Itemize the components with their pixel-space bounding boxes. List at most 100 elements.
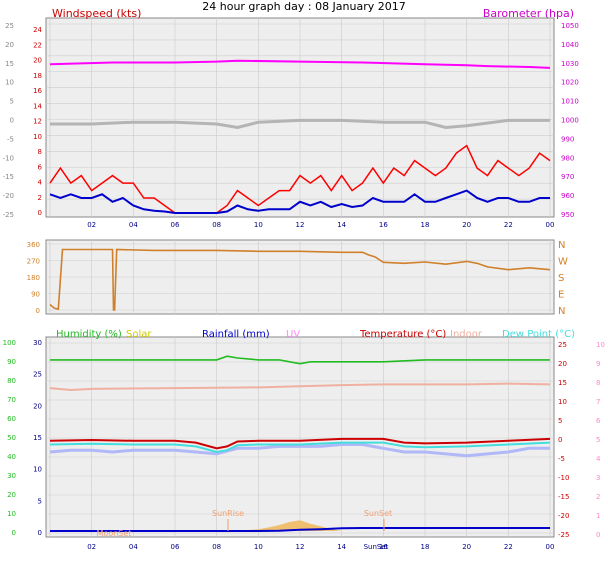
temp-right-tick: -15: [558, 493, 569, 501]
wind-outer-left-tick: 0: [10, 117, 14, 125]
rain-left-tick: 25: [33, 371, 42, 379]
wind-outer-left-tick: 25: [5, 22, 14, 30]
temp-right-tick: 15: [558, 379, 567, 387]
humidity-outer-tick: 50: [7, 434, 16, 442]
temp-right-tick: 0: [558, 436, 562, 444]
uv-right-tick: 1: [596, 512, 600, 520]
temp-x-tick: 00: [546, 543, 555, 551]
temp-legend-item: Solar: [126, 329, 152, 340]
baro-right-tick: 980: [561, 154, 574, 162]
temp-x-tick: 08: [212, 543, 221, 551]
temp-right-tick: -5: [558, 455, 565, 463]
sunrise-label: SunRise: [212, 509, 244, 518]
wind-outer-left-tick: 5: [10, 98, 14, 106]
wind-outer-left-tick: -25: [3, 211, 14, 219]
baro-right-tick: 950: [561, 211, 574, 219]
temperature-line: [49, 437, 551, 450]
wind-left-tick: 18: [33, 72, 42, 80]
temp-right-tick: -10: [558, 474, 569, 482]
wind-x-tick: 22: [504, 221, 513, 229]
uv-right-tick: 8: [596, 379, 600, 387]
humidity-outer-tick: 60: [7, 415, 16, 423]
temp-x-tick: 10: [254, 543, 263, 551]
rain-left-tick: 20: [33, 402, 42, 410]
dewpoint-line: [49, 441, 551, 454]
temp-legend-item: Rainfall (mm): [202, 329, 270, 340]
direction-left-tick: 180: [27, 274, 40, 282]
baro-right-tick: 1010: [561, 98, 579, 106]
solar-area: [233, 520, 342, 531]
temp-x-tick: 04: [129, 543, 138, 551]
temp-right-tick: -20: [558, 512, 569, 520]
wind-left-tick: 10: [33, 133, 42, 141]
uv-right-tick: 4: [596, 455, 601, 463]
wind-avg-line: [49, 189, 550, 214]
wind-outer-left-tick: -15: [3, 173, 14, 181]
wind-x-tick: 16: [379, 221, 388, 229]
baro-right-tick: 970: [561, 173, 574, 181]
indoor-line: [49, 382, 551, 392]
baro-right-tick: 1020: [561, 79, 579, 87]
humidity-outer-tick: 100: [3, 339, 16, 347]
temp-x-tick: 16: [379, 543, 388, 551]
uv-right-tick: 6: [596, 417, 601, 425]
direction-left-tick: 270: [27, 258, 40, 266]
wind-outer-left-tick: -5: [7, 135, 14, 143]
baro-legend-right: Barometer (hpa): [483, 7, 574, 20]
temp-x-tick: 22: [504, 543, 513, 551]
wind-gust-line: [49, 144, 551, 214]
gray-trace-line: [50, 118, 550, 130]
wind-left-tick: 22: [33, 41, 42, 49]
wind-x-tick: 20: [462, 221, 471, 229]
rain-left-tick: 15: [33, 434, 42, 442]
baro-right-tick: 1050: [561, 22, 579, 30]
sunset-label: SunSet: [364, 509, 392, 518]
temp-x-tick: 20: [462, 543, 471, 551]
rain-left-tick: 0: [38, 529, 42, 537]
wind-outer-left-tick: -10: [3, 154, 14, 162]
temp-right-tick: 10: [558, 398, 567, 406]
temp-x-tick: 06: [171, 543, 180, 551]
baro-right-tick: 1030: [561, 60, 579, 68]
uv-right-tick: 5: [596, 436, 600, 444]
baro-right-tick: 990: [561, 135, 574, 143]
temp-right-tick: 25: [558, 341, 567, 349]
temp-right-tick: -25: [558, 531, 569, 539]
uv-right-tick: 7: [596, 398, 600, 406]
wind-outer-left-tick: -20: [3, 192, 14, 200]
wind-x-tick: 18: [421, 221, 430, 229]
wind-x-tick: 12: [296, 221, 305, 229]
rain-line: [50, 527, 550, 532]
uv-right-tick: 10: [596, 341, 605, 349]
wind-left-tick: 16: [33, 87, 42, 95]
wind-left-tick: 24: [33, 26, 42, 34]
humidity-outer-tick: 20: [7, 491, 16, 499]
baro-right-tick: 1000: [561, 117, 579, 125]
wind-outer-left-tick: 20: [5, 41, 14, 49]
wind-left-tick: 6: [38, 163, 43, 171]
humidity-outer-tick: 30: [7, 472, 16, 480]
direction-left-tick: 360: [27, 241, 40, 249]
rain-left-tick: 5: [38, 497, 42, 505]
wind-left-tick: 4: [38, 179, 43, 187]
temp-x-tick: 14: [337, 543, 346, 551]
humidity-outer-tick: 40: [7, 453, 16, 461]
temp-legend-item: Indoor: [450, 329, 483, 340]
sunset-axis-label: SunSet: [364, 543, 389, 551]
rain-left-tick: 30: [33, 339, 42, 347]
direction-right-tick: W: [558, 257, 568, 268]
wind-x-tick: 04: [129, 221, 138, 229]
barometer-line: [49, 59, 551, 69]
wind-x-tick: 10: [254, 221, 263, 229]
wind-x-tick: 06: [171, 221, 180, 229]
wind-left-tick: 2: [38, 194, 42, 202]
direction-right-tick: S: [558, 273, 564, 284]
wind-left-tick: 12: [33, 118, 42, 126]
temp-x-tick: 02: [87, 543, 96, 551]
temp-legend-item: Humidity (%): [56, 329, 122, 340]
wind-x-tick: 14: [337, 221, 346, 229]
humidity-line: [50, 355, 550, 365]
humidity-outer-tick: 0: [12, 529, 16, 537]
